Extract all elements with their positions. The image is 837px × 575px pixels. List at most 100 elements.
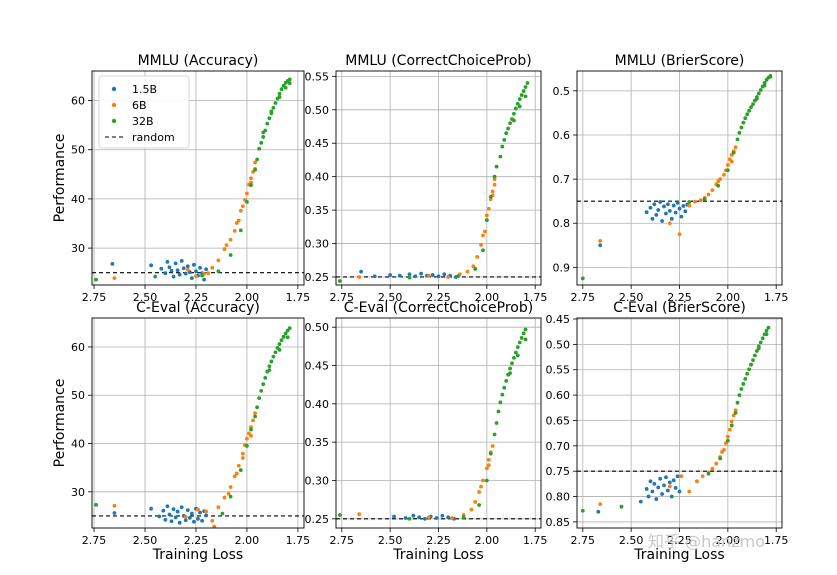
data-point	[281, 334, 286, 339]
data-point	[764, 332, 769, 337]
data-point	[652, 481, 657, 486]
data-point	[436, 274, 441, 279]
data-point	[479, 242, 483, 247]
data-point	[287, 326, 292, 331]
x-axis-label: Training Loss	[152, 547, 243, 563]
plot-frame	[91, 70, 305, 286]
data-point	[764, 328, 769, 333]
data-point	[189, 511, 194, 516]
data-point	[175, 268, 180, 273]
data-point	[267, 116, 272, 121]
data-point	[515, 353, 520, 358]
data-point	[494, 164, 499, 169]
data-point	[407, 272, 412, 277]
data-point	[644, 210, 649, 215]
series-6B	[112, 160, 257, 281]
data-point	[210, 518, 215, 523]
data-point	[729, 423, 734, 428]
data-point	[179, 258, 184, 263]
data-point	[169, 268, 174, 273]
data-point	[725, 163, 730, 167]
y-tick-label: 0.50	[305, 321, 330, 334]
x-tick-label: 2.75	[82, 291, 107, 304]
data-point	[502, 137, 507, 142]
data-point	[490, 444, 495, 448]
data-point	[263, 375, 268, 380]
data-point	[500, 392, 505, 397]
x-tick-label: 1.75	[286, 291, 311, 304]
data-point	[202, 277, 207, 282]
x-tick-label: 2.25	[426, 291, 451, 304]
data-point	[337, 279, 342, 283]
x-tick-label: 2.25	[426, 534, 451, 547]
data-point	[751, 358, 755, 363]
data-point	[488, 194, 493, 199]
chart-panel-4: 2.75 2.50 2.25 2.00 1.75 30 40 50 60 C-Eval (Accu…	[52, 300, 310, 563]
data-point	[747, 367, 752, 372]
data-point	[700, 474, 705, 479]
y-tick-label: 0.40	[305, 398, 330, 411]
data-point	[512, 111, 516, 116]
data-point	[473, 267, 478, 271]
data-point	[667, 484, 672, 489]
data-point	[359, 269, 364, 274]
data-point	[745, 371, 750, 376]
data-point	[648, 479, 653, 484]
data-point	[249, 427, 253, 432]
data-point	[687, 489, 692, 494]
data-point	[733, 410, 738, 415]
data-point	[656, 208, 661, 212]
x-tick-label: 2.25	[667, 534, 692, 547]
chart-panel-5: 2.75 2.50 2.25 2.00 1.75 0.25 0.30 0.35 0.40 0.45…	[305, 300, 548, 563]
data-point	[273, 101, 278, 105]
data-point	[492, 177, 497, 182]
data-point	[198, 510, 202, 515]
data-point	[228, 237, 233, 242]
data-point	[277, 347, 282, 352]
plot-frame	[576, 317, 783, 529]
data-point	[646, 494, 651, 499]
data-point	[163, 271, 168, 276]
data-point	[508, 371, 512, 376]
y-tick-label: 40	[71, 193, 85, 206]
y-tick-label: 30	[71, 242, 85, 255]
data-point	[716, 179, 721, 184]
data-point	[660, 492, 664, 496]
data-point	[658, 476, 663, 481]
data-point	[212, 524, 217, 529]
data-point	[725, 168, 730, 173]
y-tick-label: 0.30	[305, 474, 330, 487]
y-tick-label: 0.6	[553, 129, 571, 142]
y-tick-label: 0.7	[553, 173, 571, 186]
data-point	[481, 233, 485, 238]
y-tick-label: 30	[71, 486, 85, 499]
data-point	[513, 350, 518, 355]
data-point	[513, 106, 518, 111]
data-point	[492, 182, 497, 187]
data-point	[702, 197, 707, 201]
data-point	[488, 451, 493, 456]
data-point	[762, 83, 767, 88]
chart-title: MMLU (Accuracy)	[138, 53, 259, 69]
data-point	[163, 517, 168, 522]
data-point	[519, 93, 524, 97]
data-point	[504, 131, 509, 136]
series-32B	[94, 77, 292, 282]
data-point	[238, 208, 243, 213]
data-point	[725, 438, 730, 443]
data-point	[261, 130, 266, 135]
data-point	[753, 353, 757, 358]
data-point	[423, 516, 427, 521]
data-point	[257, 396, 262, 401]
data-point	[283, 85, 288, 90]
data-point	[481, 478, 485, 483]
data-point	[525, 81, 530, 85]
x-tick-label: 2.75	[571, 291, 596, 304]
x-axis-label: Training Loss	[392, 547, 483, 563]
data-point	[192, 519, 196, 524]
data-point	[222, 495, 227, 500]
data-point	[161, 508, 166, 513]
y-tick-label: 0.70	[546, 440, 571, 453]
data-point	[722, 172, 726, 177]
data-point	[596, 509, 601, 514]
